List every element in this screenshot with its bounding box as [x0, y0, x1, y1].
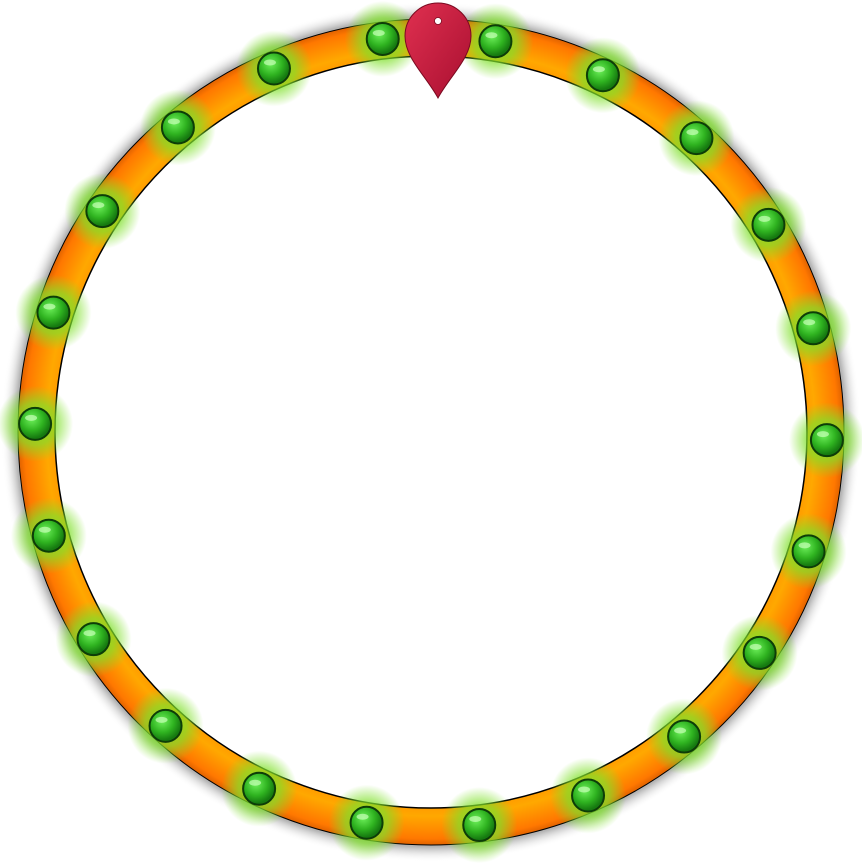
rim-light: [658, 100, 735, 177]
rim-light: [15, 274, 92, 351]
rim-light: [788, 402, 862, 479]
rim-light: [139, 89, 216, 166]
rim-light: [221, 750, 298, 827]
rim-light: [457, 3, 534, 80]
rim-light: [564, 37, 641, 114]
rim-light: [550, 757, 627, 834]
rim-light: [730, 186, 807, 263]
rim-light: [64, 173, 141, 250]
rim-light: [344, 0, 421, 77]
rim-light: [235, 30, 312, 107]
rim-light: [10, 497, 87, 574]
rim-light: [328, 784, 405, 861]
rim-light: [55, 601, 132, 678]
rim-light: [0, 385, 74, 462]
rim-light: [441, 787, 518, 863]
rim-light: [646, 698, 723, 775]
rim-light: [721, 614, 798, 691]
rim-light: [127, 687, 204, 764]
map-pin-icon: [404, 2, 472, 100]
rim-light: [775, 290, 852, 367]
rim-light: [770, 513, 847, 590]
